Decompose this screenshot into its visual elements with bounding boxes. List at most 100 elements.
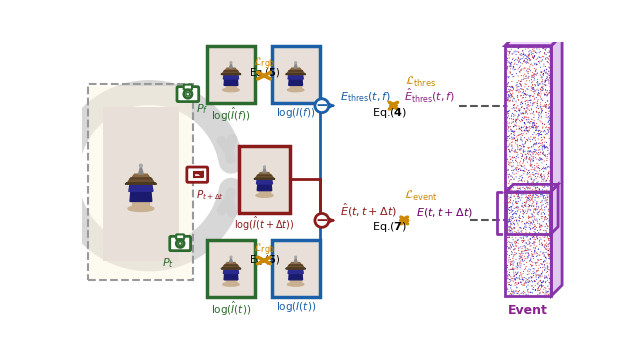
Point xyxy=(532,160,542,166)
Point xyxy=(526,164,536,169)
Point xyxy=(509,271,519,277)
Point xyxy=(532,109,542,114)
Point xyxy=(513,205,523,211)
Point xyxy=(540,146,550,151)
Text: $\log(\hat{I}(t+\Delta t))$: $\log(\hat{I}(t+\Delta t))$ xyxy=(234,215,294,233)
Point xyxy=(534,221,545,227)
Point xyxy=(501,238,511,243)
Point xyxy=(524,251,534,256)
Point xyxy=(522,195,532,200)
Point xyxy=(513,46,523,51)
Point xyxy=(512,205,522,211)
Point xyxy=(528,74,538,80)
Point xyxy=(515,81,525,86)
Point xyxy=(524,196,534,201)
Point xyxy=(525,62,536,68)
Point xyxy=(522,66,532,72)
Point xyxy=(541,52,551,57)
Point xyxy=(522,98,532,103)
Point xyxy=(532,98,543,104)
Point xyxy=(531,218,541,223)
Point xyxy=(536,204,547,210)
Point xyxy=(535,150,545,156)
Point xyxy=(538,242,548,247)
Point xyxy=(540,212,550,217)
Point xyxy=(542,55,552,60)
Point xyxy=(534,113,545,119)
Bar xyxy=(132,201,150,208)
Point xyxy=(502,190,513,196)
Point xyxy=(512,208,522,214)
Point xyxy=(502,152,512,158)
Point xyxy=(545,242,556,247)
Point xyxy=(503,92,513,98)
Point xyxy=(501,71,511,77)
Point xyxy=(504,196,514,201)
Point xyxy=(530,61,540,66)
Point xyxy=(527,94,538,99)
Point xyxy=(505,141,515,147)
Point xyxy=(516,263,526,269)
Point xyxy=(504,160,515,166)
Point xyxy=(529,220,539,225)
Point xyxy=(524,128,534,133)
Point xyxy=(523,98,533,103)
Bar xyxy=(259,191,270,195)
Point xyxy=(515,189,525,194)
Point xyxy=(527,195,538,200)
Point xyxy=(534,239,545,245)
Point xyxy=(527,47,538,53)
Point xyxy=(529,241,539,246)
Point xyxy=(502,82,513,87)
Point xyxy=(505,197,515,203)
Point xyxy=(529,129,540,135)
Point xyxy=(545,280,555,286)
Point xyxy=(524,275,534,281)
Point xyxy=(518,259,528,264)
Point xyxy=(512,237,522,243)
Point xyxy=(537,54,547,59)
Point xyxy=(515,106,525,112)
Point xyxy=(508,88,518,94)
Point xyxy=(525,290,536,295)
Point xyxy=(544,206,554,211)
Point xyxy=(503,159,513,165)
Point xyxy=(505,184,515,190)
Point xyxy=(515,258,525,264)
Point xyxy=(504,181,514,186)
Point xyxy=(536,89,546,95)
Point xyxy=(508,85,518,91)
Point xyxy=(525,257,536,262)
Point xyxy=(539,177,549,182)
Polygon shape xyxy=(285,268,306,269)
Point xyxy=(510,48,520,54)
Point xyxy=(532,232,542,238)
Point xyxy=(527,122,538,128)
Point xyxy=(530,137,540,143)
Point xyxy=(504,111,514,116)
Point xyxy=(532,236,543,241)
Point xyxy=(520,208,531,214)
Point xyxy=(541,140,552,145)
Point xyxy=(543,72,553,78)
Point xyxy=(525,111,536,117)
Point xyxy=(541,250,551,255)
Point xyxy=(532,62,542,67)
Point xyxy=(506,259,516,264)
Point xyxy=(532,80,542,85)
Point xyxy=(506,113,516,119)
Point xyxy=(511,211,521,217)
Point xyxy=(523,214,533,220)
Point xyxy=(511,191,521,197)
Point xyxy=(513,155,524,160)
Point xyxy=(507,145,517,151)
Point xyxy=(515,118,525,123)
Point xyxy=(507,72,517,77)
Point xyxy=(524,225,534,230)
Point xyxy=(509,225,519,231)
Point xyxy=(533,106,543,111)
Point xyxy=(534,288,544,293)
Point xyxy=(513,188,523,194)
Point xyxy=(506,228,516,233)
Point xyxy=(515,81,525,87)
